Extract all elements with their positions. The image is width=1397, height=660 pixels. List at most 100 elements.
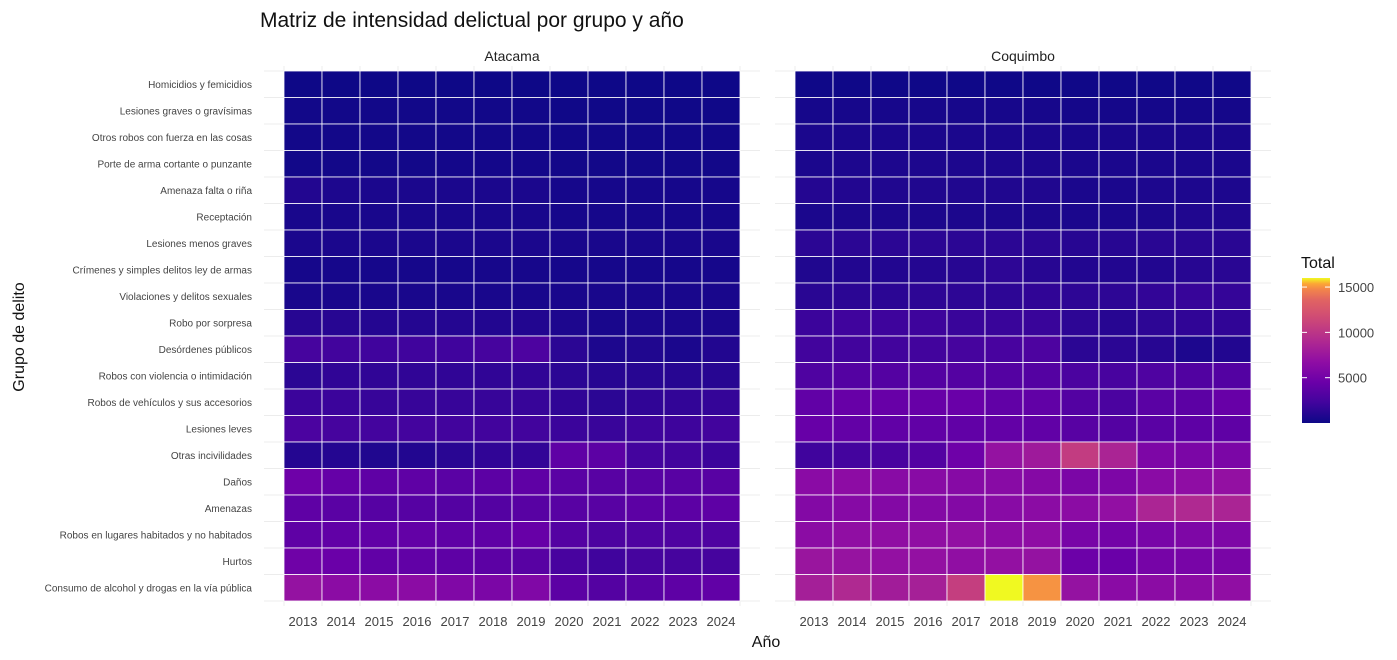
heatmap-cell [283, 176, 323, 204]
heatmap-cell [511, 468, 551, 496]
heatmap-cell [435, 309, 475, 337]
heatmap-cell [832, 574, 872, 602]
heatmap-cell [663, 70, 703, 98]
heatmap-cell [832, 123, 872, 151]
heatmap-cell [1022, 309, 1062, 337]
heatmap-cell [397, 309, 437, 337]
heatmap-cell [1060, 547, 1100, 575]
heatmap-cell [1212, 309, 1252, 337]
heatmap-cell [587, 494, 627, 522]
heatmap-cell [549, 574, 589, 602]
heatmap-cell [663, 415, 703, 443]
heatmap-cell [435, 256, 475, 284]
heatmap-cell [587, 415, 627, 443]
heatmap-cell [794, 494, 834, 522]
heatmap-cell [1060, 441, 1100, 469]
heatmap-cell [473, 547, 513, 575]
heatmap-cell [473, 521, 513, 549]
heatmap-cell [946, 282, 986, 310]
heatmap-cell [587, 97, 627, 125]
heatmap-cell [397, 574, 437, 602]
legend-tick-label: 15000 [1338, 280, 1374, 295]
heatmap-cell [397, 547, 437, 575]
heatmap-cell [1174, 123, 1214, 151]
heatmap-cell [870, 574, 910, 602]
y-tick-label: Lesiones leves [186, 424, 252, 435]
heatmap-cell [625, 150, 665, 178]
heatmap-cell [908, 547, 948, 575]
heatmap-cell [1060, 521, 1100, 549]
heatmap-cell [984, 203, 1024, 231]
heatmap-cell [1174, 335, 1214, 363]
heatmap-cell [321, 441, 361, 469]
heatmap-cell [321, 229, 361, 257]
heatmap-cell [1174, 494, 1214, 522]
heatmap-cell [587, 547, 627, 575]
heatmap-cell [359, 574, 399, 602]
heatmap-cell [359, 468, 399, 496]
heatmap-cell [359, 256, 399, 284]
heatmap-cell [321, 176, 361, 204]
heatmap-cell [549, 123, 589, 151]
heatmap-cell [984, 547, 1024, 575]
heatmap-cell [359, 150, 399, 178]
heatmap-cell [549, 494, 589, 522]
heatmap-cell [397, 388, 437, 416]
heatmap-cell [625, 70, 665, 98]
heatmap-cell [321, 547, 361, 575]
heatmap-cell [321, 574, 361, 602]
y-tick-label: Otros robos con fuerza en las cosas [92, 133, 252, 144]
heatmap-cell [701, 415, 741, 443]
heatmap-cell [832, 362, 872, 390]
heatmap-cell [908, 521, 948, 549]
heatmap-cell [549, 468, 589, 496]
heatmap-cell [473, 229, 513, 257]
heatmap-cell [663, 309, 703, 337]
heatmap-cell [908, 203, 948, 231]
heatmap-cell [663, 203, 703, 231]
heatmap-cell [587, 229, 627, 257]
heatmap-cell [625, 176, 665, 204]
heatmap-cell [1022, 150, 1062, 178]
heatmap-cell [1212, 388, 1252, 416]
heatmap-cell [908, 123, 948, 151]
heatmap-cell [397, 229, 437, 257]
heatmap-cell [701, 176, 741, 204]
heatmap-cell [359, 415, 399, 443]
heatmap-cell [587, 335, 627, 363]
heatmap-cell [870, 123, 910, 151]
heatmap-cell [587, 574, 627, 602]
heatmap-cell [870, 468, 910, 496]
heatmap-cell [1098, 123, 1138, 151]
y-tick-label: Crímenes y simples delitos ley de armas [72, 265, 252, 276]
heatmap-cell [701, 123, 741, 151]
heatmap-cell [283, 282, 323, 310]
heatmap-cell [1022, 123, 1062, 151]
heatmap-cell [984, 335, 1024, 363]
legend-colorbar [1302, 278, 1330, 423]
x-tick-label: 2016 [403, 614, 432, 629]
heatmap-cell [435, 229, 475, 257]
heatmap-cell [1212, 494, 1252, 522]
heatmap-cell [870, 282, 910, 310]
heatmap-cell [832, 415, 872, 443]
heatmap-cell [549, 176, 589, 204]
x-tick-label: 2019 [1028, 614, 1057, 629]
heatmap-cell [1212, 335, 1252, 363]
heatmap-cell [473, 335, 513, 363]
heatmap-cell [587, 176, 627, 204]
heatmap-cell [625, 468, 665, 496]
heatmap-cell [321, 415, 361, 443]
y-tick-label: Robos con violencia o intimidación [99, 371, 252, 382]
heatmap-cell [1136, 150, 1176, 178]
heatmap-cell [832, 521, 872, 549]
heatmap-cell [832, 468, 872, 496]
heatmap-cell [663, 494, 703, 522]
heatmap-cell [794, 468, 834, 496]
heatmap-cell [1098, 441, 1138, 469]
heatmap-cell [397, 468, 437, 496]
heatmap-cell [908, 494, 948, 522]
heatmap-cell [625, 309, 665, 337]
heatmap-cell [1022, 256, 1062, 284]
heatmap-cell [1098, 176, 1138, 204]
